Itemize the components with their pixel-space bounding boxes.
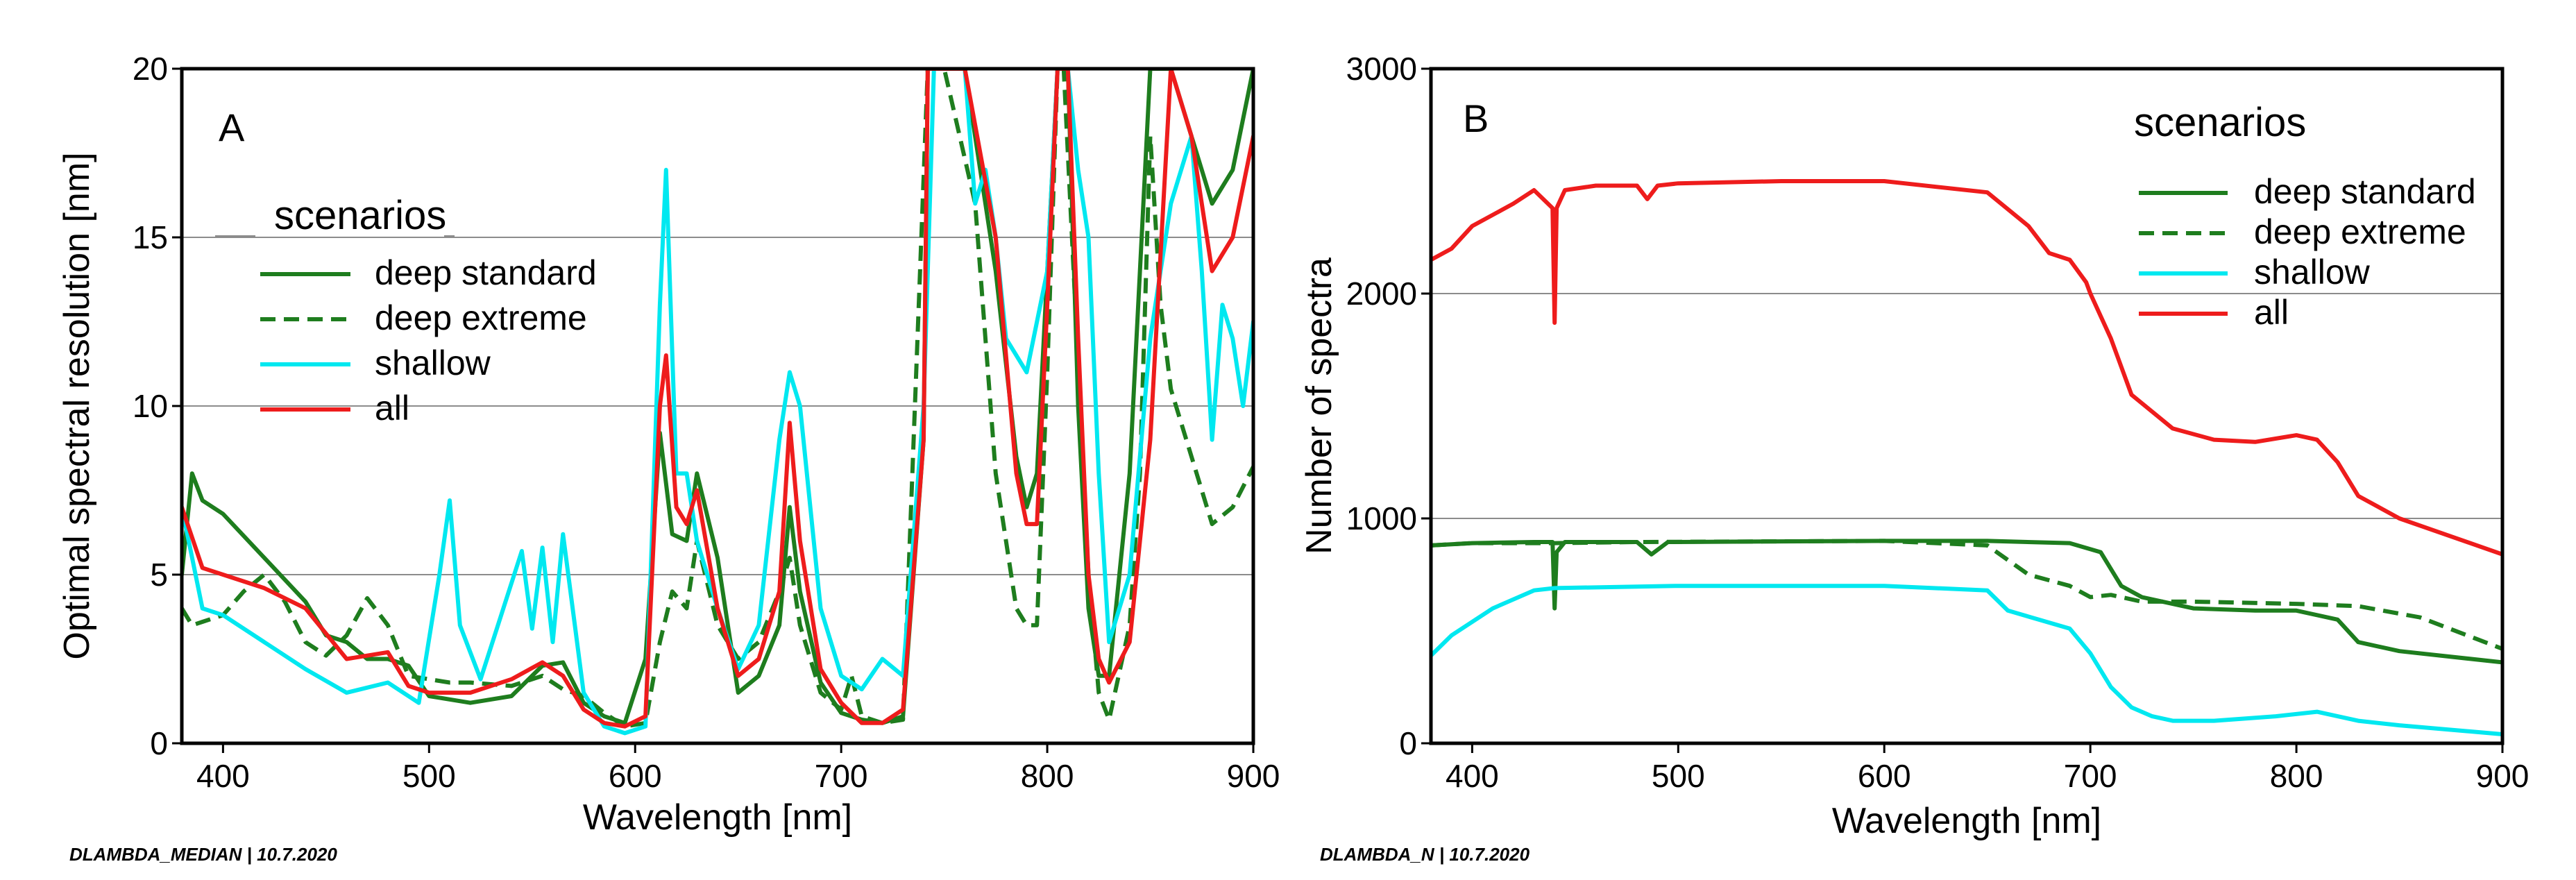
chart-a-series-shallow (182, 69, 1253, 736)
chart-b-frame (1429, 67, 2505, 745)
chart-b-legend-label-shallow: shallow (2254, 253, 2371, 291)
chart-b-panel-letter: B (1463, 96, 1489, 140)
chart-b-x-axis-label: Wavelength [nm] (1832, 801, 2101, 841)
chart-b-y-axis: 0 1000 2000 3000 (1346, 51, 1431, 761)
chart-a-x-tick-label: 700 (815, 758, 868, 794)
chart-a-y-tick-label: 20 (133, 51, 168, 87)
chart-b-x-tick-label: 400 (1446, 758, 1499, 794)
chart-b-x-tick-label: 900 (2476, 758, 2530, 794)
chart-a-legend-label-shallow: shallow (375, 344, 491, 382)
chart-panel-a: 400 500 600 700 800 900 0 5 10 15 20 A Wavelength… (57, 51, 1280, 865)
chart-a-series-deep-extreme (182, 69, 1253, 729)
chart-b-y-tick-label: 0 (1399, 725, 1417, 761)
chart-a-y-tick-label: 10 (133, 388, 168, 424)
chart-a-y-axis: 0 5 10 15 20 (133, 51, 182, 761)
chart-b-x-tick-label: 800 (2270, 758, 2323, 794)
chart-a-legend-label-deep-extreme: deep extreme (375, 298, 587, 337)
chart-b-x-tick-label: 600 (1858, 758, 1911, 794)
chart-b-y-axis-label: Number of spectra (1299, 257, 1339, 555)
chart-a-x-tick-label: 500 (402, 758, 456, 794)
chart-a-y-axis-label: Optimal spectral resolution [nm] (57, 152, 97, 659)
chart-b-x-tick-label: 500 (1652, 758, 1705, 794)
chart-a-legend-title: scenarios (274, 193, 446, 238)
chart-a-legend-label-all: all (375, 389, 409, 428)
chart-b-x-tick-label: 700 (2064, 758, 2117, 794)
chart-a-panel-letter: A (219, 105, 245, 149)
chart-b-series-deep-extreme (1431, 539, 2502, 651)
chart-panel-b: 400 500 600 700 800 900 0 1000 2000 3000 B Wavel… (1299, 51, 2529, 865)
chart-b-series-all (1431, 179, 2502, 557)
chart-b-series-deep-standard (1431, 539, 2502, 665)
chart-b-footer: DLAMBDA_N | 10.7.2020 (1320, 844, 1530, 865)
chart-a-legend: scenarios deep standard deep extreme shallo… (215, 193, 597, 428)
chart-a-x-axis: 400 500 600 700 800 900 (196, 743, 1280, 794)
chart-a-y-tick-label: 15 (133, 219, 168, 255)
chart-b-x-axis: 400 500 600 700 800 900 (1446, 743, 2529, 794)
chart-a-x-tick-label: 400 (196, 758, 250, 794)
chart-b-y-tick-label: 3000 (1346, 51, 1417, 87)
chart-b-legend-label-deep-extreme: deep extreme (2254, 212, 2466, 251)
chart-a-x-tick-label: 800 (1021, 758, 1074, 794)
chart-a-footer: DLAMBDA_MEDIAN | 10.7.2020 (69, 844, 337, 865)
chart-a-y-tick-label: 0 (150, 725, 168, 761)
chart-b-y-tick-label: 2000 (1346, 276, 1417, 312)
chart-a-y-tick-label: 5 (150, 557, 168, 593)
chart-b-legend-title: scenarios (2134, 100, 2306, 145)
chart-a-legend-label-deep-standard: deep standard (375, 253, 597, 292)
chart-b-legend-label-deep-standard: deep standard (2254, 172, 2476, 211)
chart-b-gridlines (1431, 293, 2502, 519)
chart-b-legend-label-all: all (2254, 293, 2289, 332)
chart-b-y-tick-label: 1000 (1346, 500, 1417, 536)
chart-a-series-all (182, 69, 1253, 729)
chart-a-x-tick-label: 600 (609, 758, 662, 794)
chart-a-x-axis-label: Wavelength [nm] (583, 797, 852, 838)
chart-b-series (1431, 179, 2502, 736)
chart-a-x-tick-label: 900 (1227, 758, 1280, 794)
chart-a-series (182, 69, 1253, 736)
chart-b-series-shallow (1431, 584, 2502, 736)
